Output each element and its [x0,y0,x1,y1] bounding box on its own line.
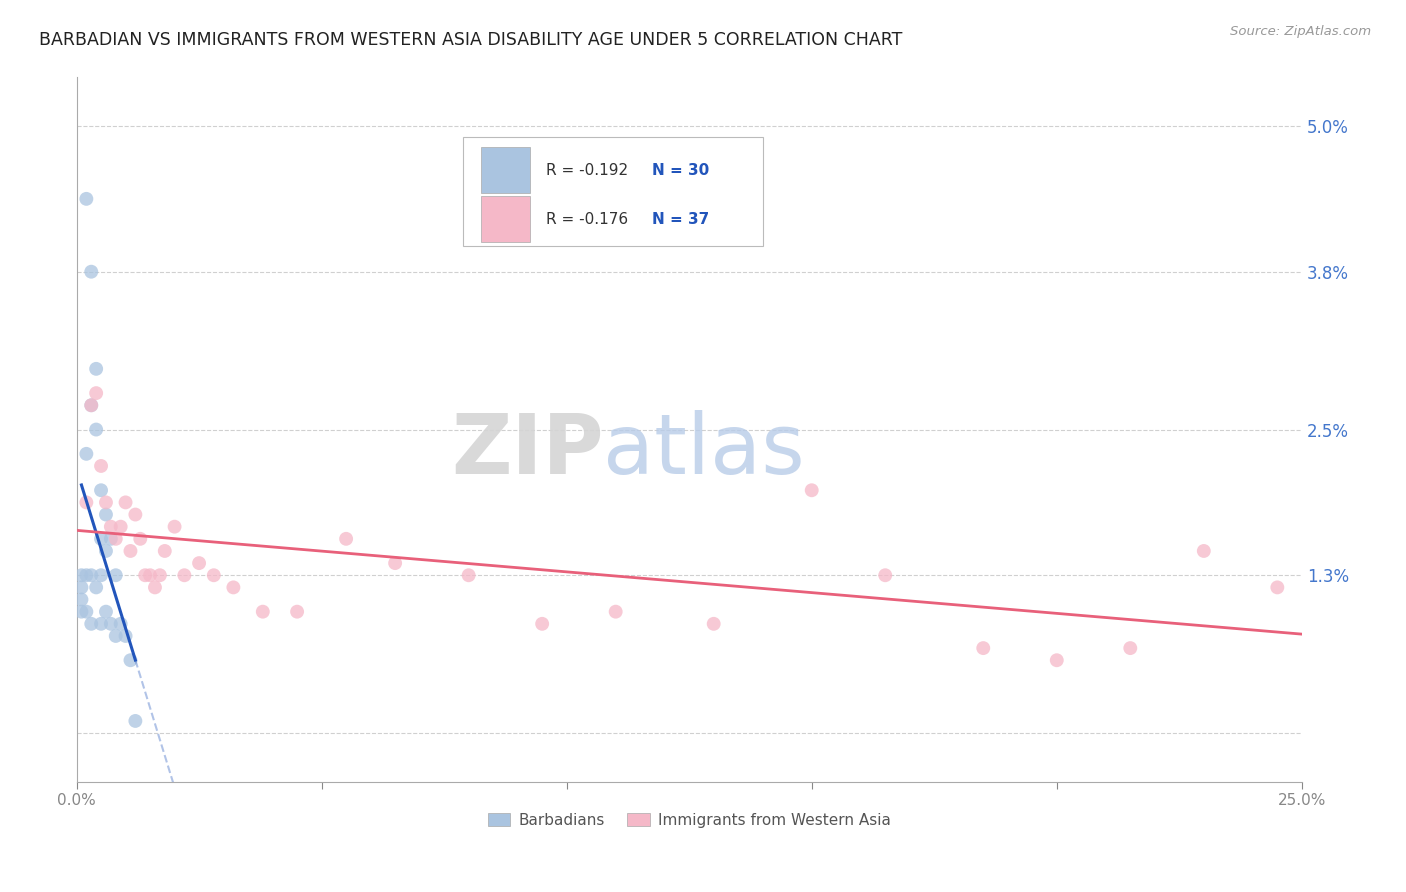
Text: BARBADIAN VS IMMIGRANTS FROM WESTERN ASIA DISABILITY AGE UNDER 5 CORRELATION CHA: BARBADIAN VS IMMIGRANTS FROM WESTERN ASI… [39,31,903,49]
Text: N = 37: N = 37 [652,211,710,227]
Point [90,458,112,473]
Point [104,568,127,582]
Point [605,605,627,619]
Point [1046,653,1069,667]
FancyBboxPatch shape [481,147,530,193]
Point [800,483,823,498]
Text: N = 30: N = 30 [652,162,710,178]
Point [94,605,117,619]
Point [457,568,479,582]
Point [80,568,103,582]
FancyBboxPatch shape [481,196,530,242]
Legend: Barbadians, Immigrants from Western Asia: Barbadians, Immigrants from Western Asia [481,806,897,834]
Point [70,568,93,582]
Point [531,616,554,631]
Point [143,581,166,595]
Point [90,483,112,498]
Point [84,423,107,437]
Point [110,519,132,533]
Point [84,386,107,401]
Point [84,361,107,376]
Point [94,495,117,509]
Text: atlas: atlas [603,410,806,491]
Point [188,556,211,570]
Point [80,265,103,279]
Point [114,495,136,509]
Point [70,605,93,619]
Point [90,616,112,631]
Point [173,568,195,582]
Point [875,568,897,582]
Point [75,192,97,206]
Point [252,605,274,619]
Point [1265,581,1288,595]
Point [129,532,152,546]
Point [124,714,146,728]
Point [120,653,142,667]
Point [104,532,127,546]
Point [335,532,357,546]
Point [100,532,122,546]
Point [90,532,112,546]
Point [149,568,172,582]
Text: Source: ZipAtlas.com: Source: ZipAtlas.com [1230,25,1371,38]
Point [153,544,176,558]
Point [80,398,103,412]
Point [94,544,117,558]
Point [75,605,97,619]
Text: ZIP: ZIP [451,410,603,491]
Point [1192,544,1215,558]
Point [75,447,97,461]
Point [972,641,994,656]
Point [703,616,725,631]
Point [104,629,127,643]
Point [84,581,107,595]
Point [134,568,156,582]
Point [100,616,122,631]
FancyBboxPatch shape [463,137,762,246]
Point [100,519,122,533]
Point [202,568,225,582]
Point [75,495,97,509]
Point [80,616,103,631]
Text: R = -0.176: R = -0.176 [546,211,628,227]
Point [90,568,112,582]
Point [222,581,245,595]
Point [70,592,93,607]
Point [94,508,117,522]
Point [163,519,186,533]
Point [1119,641,1142,656]
Point [110,616,132,631]
Point [80,398,103,412]
Point [114,629,136,643]
Point [124,508,146,522]
Point [285,605,308,619]
Point [70,581,93,595]
Point [75,568,97,582]
Point [139,568,162,582]
Text: R = -0.192: R = -0.192 [546,162,628,178]
Point [384,556,406,570]
Point [120,544,142,558]
